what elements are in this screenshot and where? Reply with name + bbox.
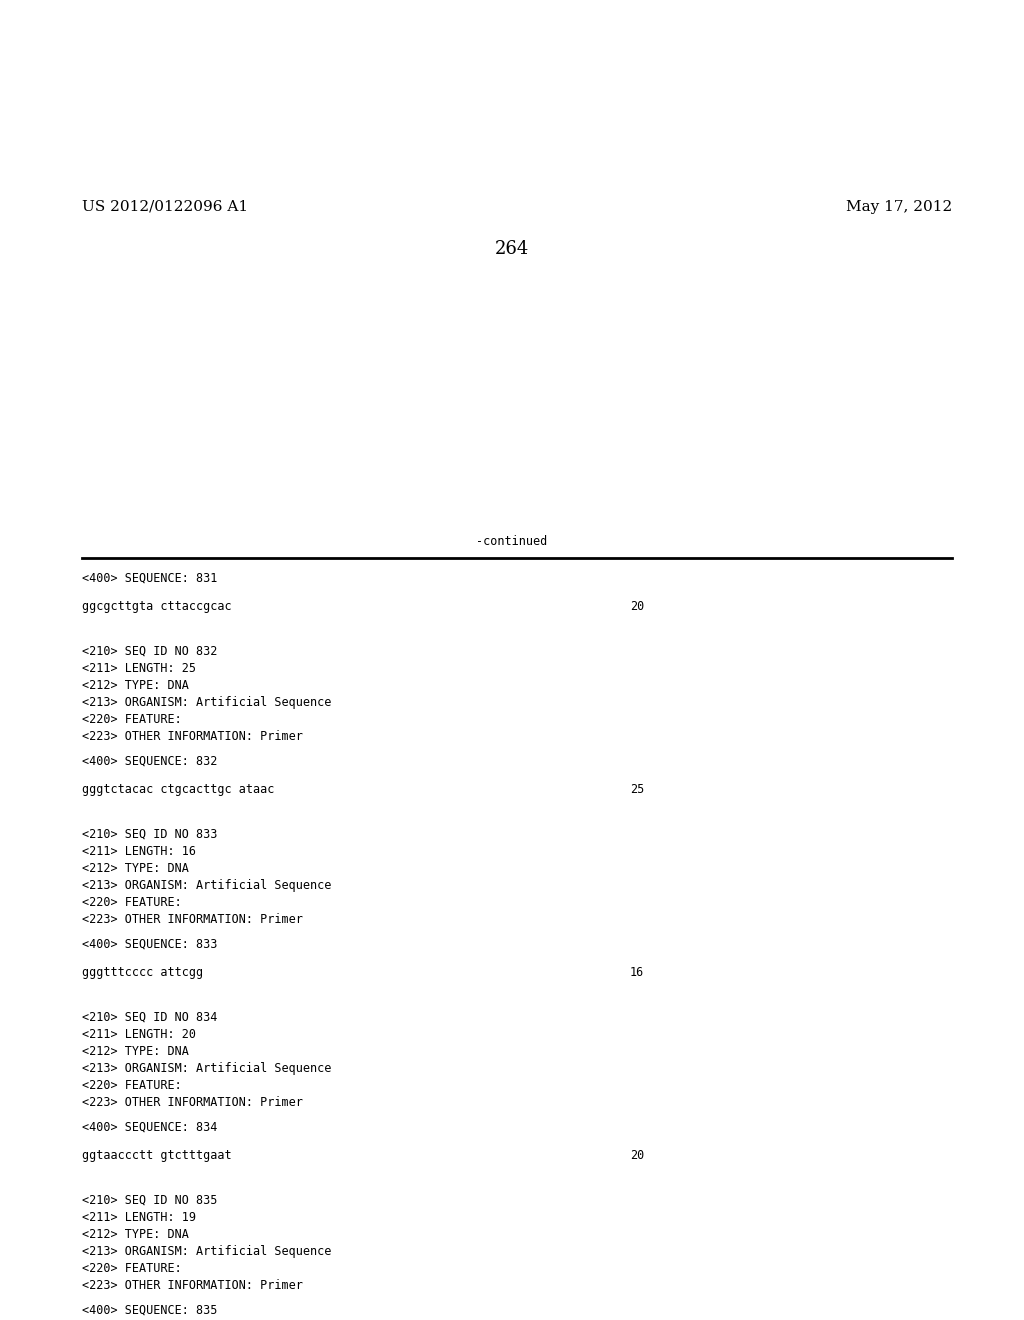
Text: <211> LENGTH: 16: <211> LENGTH: 16 xyxy=(82,845,196,858)
Text: <213> ORGANISM: Artificial Sequence: <213> ORGANISM: Artificial Sequence xyxy=(82,879,332,892)
Text: <210> SEQ ID NO 832: <210> SEQ ID NO 832 xyxy=(82,645,217,657)
Text: <400> SEQUENCE: 835: <400> SEQUENCE: 835 xyxy=(82,1304,217,1317)
Text: <211> LENGTH: 19: <211> LENGTH: 19 xyxy=(82,1210,196,1224)
Text: <212> TYPE: DNA: <212> TYPE: DNA xyxy=(82,1228,188,1241)
Text: <213> ORGANISM: Artificial Sequence: <213> ORGANISM: Artificial Sequence xyxy=(82,1063,332,1074)
Text: ggtaaccctt gtctttgaat: ggtaaccctt gtctttgaat xyxy=(82,1148,231,1162)
Text: <223> OTHER INFORMATION: Primer: <223> OTHER INFORMATION: Primer xyxy=(82,913,303,927)
Text: <211> LENGTH: 20: <211> LENGTH: 20 xyxy=(82,1028,196,1041)
Text: <211> LENGTH: 25: <211> LENGTH: 25 xyxy=(82,663,196,675)
Text: <210> SEQ ID NO 835: <210> SEQ ID NO 835 xyxy=(82,1195,217,1206)
Text: -continued: -continued xyxy=(476,535,548,548)
Text: <210> SEQ ID NO 833: <210> SEQ ID NO 833 xyxy=(82,828,217,841)
Text: ggcgcttgta cttaccgcac: ggcgcttgta cttaccgcac xyxy=(82,601,231,612)
Text: <212> TYPE: DNA: <212> TYPE: DNA xyxy=(82,678,188,692)
Text: <400> SEQUENCE: 831: <400> SEQUENCE: 831 xyxy=(82,572,217,585)
Text: <220> FEATURE:: <220> FEATURE: xyxy=(82,1078,181,1092)
Text: <212> TYPE: DNA: <212> TYPE: DNA xyxy=(82,862,188,875)
Text: <400> SEQUENCE: 833: <400> SEQUENCE: 833 xyxy=(82,939,217,950)
Text: 25: 25 xyxy=(630,783,644,796)
Text: <400> SEQUENCE: 834: <400> SEQUENCE: 834 xyxy=(82,1121,217,1134)
Text: 264: 264 xyxy=(495,240,529,257)
Text: May 17, 2012: May 17, 2012 xyxy=(846,201,952,214)
Text: <213> ORGANISM: Artificial Sequence: <213> ORGANISM: Artificial Sequence xyxy=(82,1245,332,1258)
Text: <220> FEATURE:: <220> FEATURE: xyxy=(82,896,181,909)
Text: <223> OTHER INFORMATION: Primer: <223> OTHER INFORMATION: Primer xyxy=(82,730,303,743)
Text: <220> FEATURE:: <220> FEATURE: xyxy=(82,1262,181,1275)
Text: gggtctacac ctgcacttgc ataac: gggtctacac ctgcacttgc ataac xyxy=(82,783,274,796)
Text: <213> ORGANISM: Artificial Sequence: <213> ORGANISM: Artificial Sequence xyxy=(82,696,332,709)
Text: <220> FEATURE:: <220> FEATURE: xyxy=(82,713,181,726)
Text: 20: 20 xyxy=(630,1148,644,1162)
Text: <212> TYPE: DNA: <212> TYPE: DNA xyxy=(82,1045,188,1059)
Text: <210> SEQ ID NO 834: <210> SEQ ID NO 834 xyxy=(82,1011,217,1024)
Text: <400> SEQUENCE: 832: <400> SEQUENCE: 832 xyxy=(82,755,217,768)
Text: US 2012/0122096 A1: US 2012/0122096 A1 xyxy=(82,201,248,214)
Text: gggtttcccc attcgg: gggtttcccc attcgg xyxy=(82,966,203,979)
Text: <223> OTHER INFORMATION: Primer: <223> OTHER INFORMATION: Primer xyxy=(82,1279,303,1292)
Text: 20: 20 xyxy=(630,601,644,612)
Text: 16: 16 xyxy=(630,966,644,979)
Text: <223> OTHER INFORMATION: Primer: <223> OTHER INFORMATION: Primer xyxy=(82,1096,303,1109)
